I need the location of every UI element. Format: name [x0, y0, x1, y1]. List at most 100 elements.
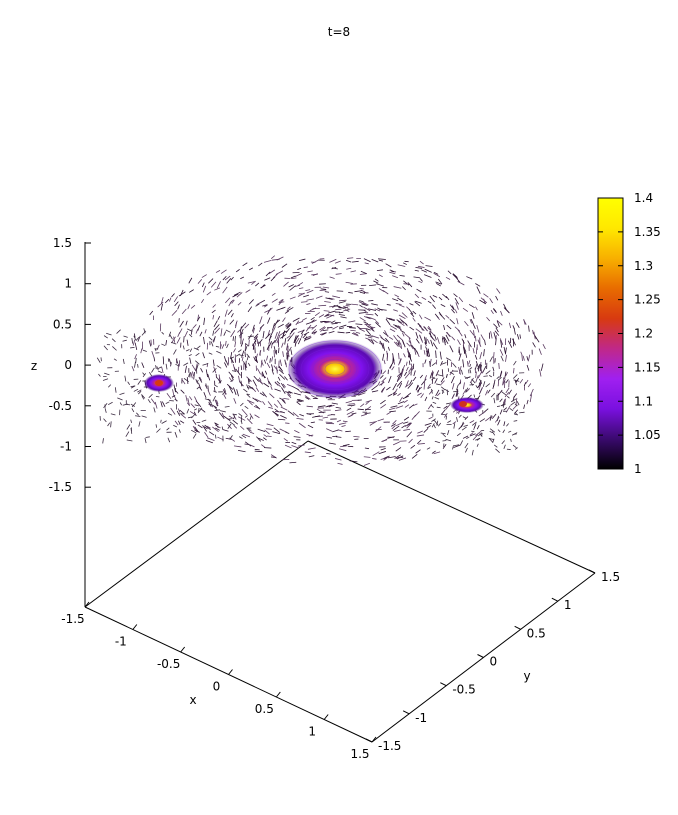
vector-arrow	[220, 328, 223, 337]
vector-arrow	[427, 386, 432, 390]
vector-arrow	[345, 259, 352, 263]
vector-arrow	[479, 378, 482, 383]
vector-arrow	[241, 338, 244, 343]
vector-arrow	[187, 304, 191, 310]
vector-arrow	[323, 310, 330, 312]
vector-arrow	[317, 405, 326, 408]
vector-arrow	[446, 332, 451, 337]
vector-arrow	[126, 424, 131, 430]
vector-arrow	[367, 336, 373, 339]
vector-arrow	[186, 339, 189, 346]
vector-arrow	[233, 445, 242, 448]
vector-arrow	[280, 411, 285, 414]
vector-arrow	[354, 290, 363, 293]
vector-arrow	[308, 434, 314, 437]
vector-arrow	[464, 416, 469, 421]
vector-arrow	[184, 330, 188, 338]
vector-arrow	[442, 443, 447, 449]
vector-arrow	[305, 289, 311, 291]
vector-arrow	[237, 329, 241, 333]
vector-arrow	[286, 323, 292, 328]
vector-arrow	[170, 362, 172, 367]
vector-arrow	[437, 374, 443, 377]
vector-arrow	[471, 449, 474, 456]
vector-arrow	[386, 304, 391, 306]
vector-arrow	[123, 335, 128, 338]
vector-arrow	[467, 340, 472, 348]
vector-arrow	[165, 340, 168, 346]
vector-arrow	[375, 320, 380, 325]
vector-arrow	[272, 410, 279, 416]
vector-arrow	[419, 260, 424, 265]
vector-arrow	[421, 296, 427, 300]
vector-arrow	[266, 423, 274, 427]
vector-arrow	[285, 391, 292, 394]
vector-arrow	[277, 376, 281, 381]
vector-arrow	[479, 299, 487, 305]
vector-arrow	[385, 263, 392, 268]
vector-arrow	[462, 435, 469, 439]
z-tick-label: -1.5	[49, 480, 72, 494]
vector-arrow	[470, 319, 474, 325]
vector-arrow	[112, 346, 117, 351]
vector-arrow	[273, 403, 279, 408]
vector-arrow	[521, 355, 523, 362]
vector-arrow	[415, 338, 420, 344]
y-tick-mark	[514, 625, 521, 630]
vector-arrow	[414, 301, 421, 307]
vector-arrow	[456, 417, 458, 422]
vector-arrow	[197, 407, 200, 414]
vector-arrow	[287, 394, 292, 398]
vector-arrow	[431, 379, 434, 385]
vector-arrow	[443, 324, 446, 331]
vector-arrow	[456, 384, 459, 391]
vector-arrow	[438, 311, 443, 317]
vector-arrow	[493, 397, 496, 404]
vector-arrow	[273, 346, 277, 354]
vector-arrow	[490, 309, 494, 315]
vector-arrow	[284, 444, 292, 449]
vector-arrow	[155, 424, 158, 428]
vector-arrow	[402, 262, 407, 265]
vector-arrow	[499, 398, 503, 403]
vector-arrow	[408, 337, 412, 344]
vector-arrow	[232, 419, 239, 425]
vector-arrow	[180, 289, 184, 297]
vector-arrow	[365, 399, 372, 403]
vector-arrow	[257, 378, 263, 384]
vector-arrow	[229, 319, 235, 325]
vector-arrow	[210, 341, 214, 347]
vector-arrow	[471, 312, 475, 319]
vector-arrow	[170, 407, 176, 415]
vector-arrow	[161, 331, 165, 335]
vector-arrow	[257, 341, 260, 347]
vector-arrow	[208, 431, 215, 436]
vector-arrow	[351, 332, 359, 337]
vector-arrow	[165, 298, 170, 304]
vector-arrow	[398, 304, 405, 308]
vector-arrow	[285, 343, 289, 351]
vector-arrow	[239, 436, 243, 439]
vector-arrow	[281, 263, 288, 268]
vector-arrow	[408, 365, 413, 373]
vector-arrow	[173, 349, 177, 355]
vector-arrow	[526, 364, 530, 371]
vector-arrow	[276, 335, 280, 344]
vector-arrow	[446, 324, 452, 330]
vector-arrow	[465, 388, 470, 393]
vector-arrow	[195, 400, 202, 408]
vector-arrow	[283, 397, 290, 400]
vector-arrow	[413, 276, 421, 279]
vector-arrow	[251, 386, 257, 393]
vector-arrow	[392, 441, 400, 446]
vector-arrow	[409, 303, 414, 306]
z-tick-label: 1	[64, 277, 72, 291]
vector-arrow	[450, 376, 455, 384]
vector-arrow	[358, 328, 365, 332]
vector-arrow	[106, 332, 112, 336]
vector-arrow	[360, 413, 367, 417]
vector-arrow	[286, 392, 291, 397]
vector-arrow	[229, 356, 235, 360]
vector-arrow	[267, 435, 272, 438]
vector-arrow	[407, 282, 413, 288]
